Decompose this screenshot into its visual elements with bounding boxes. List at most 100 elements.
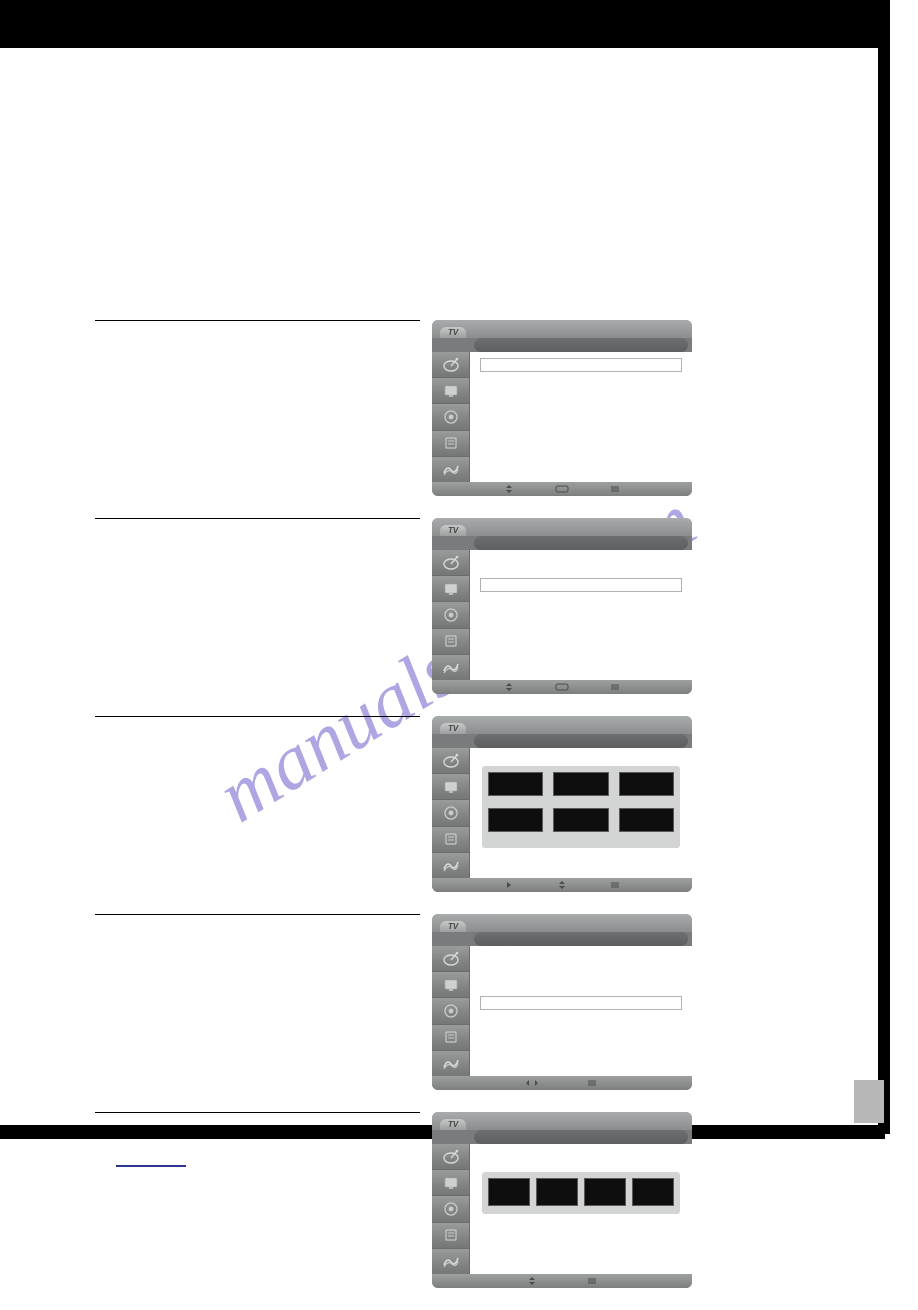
- highlighted-row[interactable]: [480, 578, 682, 592]
- section-1-text: [95, 320, 420, 470]
- wave-icon[interactable]: [432, 457, 470, 482]
- right-border-bar: [878, 0, 890, 1134]
- right-hint-icon: [502, 881, 516, 889]
- section-5-text: [95, 1112, 420, 1262]
- enter-hint-icon: [555, 485, 569, 493]
- left-right-hint-icon: [525, 1079, 539, 1087]
- tv-tab: TV: [440, 921, 466, 932]
- dish-icon[interactable]: [432, 946, 470, 972]
- section-5: TV: [95, 1112, 695, 1300]
- speaker-icon[interactable]: [432, 800, 470, 826]
- wave-icon[interactable]: [432, 655, 470, 680]
- dish-icon[interactable]: [432, 352, 470, 378]
- tv-dialog-4: TV: [432, 914, 692, 1090]
- tv-tab: TV: [440, 327, 466, 338]
- highlighted-row[interactable]: [480, 996, 682, 1010]
- dialog-icon-column: [432, 550, 470, 680]
- section-2-text: [95, 518, 420, 668]
- tv-dialog-2: TV: [432, 518, 692, 694]
- dialog-header: TV: [432, 1112, 692, 1130]
- dialog-panel: [470, 1144, 692, 1274]
- enter-hint-icon: [555, 683, 569, 691]
- monitor-icon[interactable]: [432, 378, 470, 404]
- dialog-icon-column: [432, 352, 470, 482]
- dialog-header: TV: [432, 518, 692, 536]
- wave-icon[interactable]: [432, 853, 470, 878]
- page-edge-tab: [854, 1080, 884, 1123]
- speaker-icon[interactable]: [432, 1196, 470, 1222]
- thumbnail-grid-panel: [482, 766, 680, 848]
- up-down-hint-icon: [502, 683, 516, 691]
- dialog-icon-column: [432, 748, 470, 878]
- thumbnail-cell[interactable]: [488, 808, 543, 832]
- dialog-title-bar: [474, 932, 688, 946]
- wave-icon[interactable]: [432, 1249, 470, 1274]
- section-4-text: [95, 914, 420, 1064]
- settings-icon[interactable]: [432, 1025, 470, 1051]
- tv-dialog-5: TV: [432, 1112, 692, 1288]
- settings-icon[interactable]: [432, 431, 470, 457]
- thumbnail-cell[interactable]: [536, 1178, 578, 1206]
- tv-tab: TV: [440, 525, 466, 536]
- dialog-header: TV: [432, 716, 692, 734]
- menu-hint-icon: [608, 485, 622, 493]
- settings-icon[interactable]: [432, 1223, 470, 1249]
- wave-icon[interactable]: [432, 1051, 470, 1076]
- settings-icon[interactable]: [432, 629, 470, 655]
- section-2: TV: [95, 518, 695, 706]
- speaker-icon[interactable]: [432, 602, 470, 628]
- menu-hint-icon: [585, 1277, 599, 1285]
- thumbnail-cell[interactable]: [584, 1178, 626, 1206]
- speaker-icon[interactable]: [432, 998, 470, 1024]
- content-area: TV: [95, 320, 695, 1310]
- dialog-panel: [470, 748, 692, 878]
- speaker-icon[interactable]: [432, 404, 470, 430]
- dialog-panel: [470, 946, 692, 1076]
- dish-icon[interactable]: [432, 1144, 470, 1170]
- section-1: TV: [95, 320, 695, 508]
- dialog-footer: [432, 482, 692, 496]
- thumbnail-cell[interactable]: [553, 808, 608, 832]
- dialog-icon-column: [432, 1144, 470, 1274]
- tv-tab: TV: [440, 723, 466, 734]
- dialog-header: TV: [432, 320, 692, 338]
- thumbnail-cell[interactable]: [488, 772, 543, 796]
- dialog-footer: [432, 1274, 692, 1288]
- dialog-panel: [470, 352, 692, 482]
- section-3-text: [95, 716, 420, 866]
- tv-dialog-3: TV: [432, 716, 692, 892]
- section-3: TV: [95, 716, 695, 904]
- dish-icon[interactable]: [432, 748, 470, 774]
- monitor-icon[interactable]: [432, 576, 470, 602]
- dialog-footer: [432, 1076, 692, 1090]
- dialog-title-bar: [474, 536, 688, 550]
- thumbnail-cell[interactable]: [488, 1178, 530, 1206]
- thumbnail-cell[interactable]: [619, 772, 674, 796]
- dialog-title-bar: [474, 1130, 688, 1144]
- menu-hint-icon: [608, 881, 622, 889]
- dialog-header: TV: [432, 914, 692, 932]
- thumbnail-row-panel: [482, 1172, 680, 1214]
- section-4: TV: [95, 914, 695, 1102]
- dialog-icon-column: [432, 946, 470, 1076]
- menu-hint-icon: [585, 1079, 599, 1087]
- dialog-footer: [432, 878, 692, 892]
- monitor-icon[interactable]: [432, 774, 470, 800]
- monitor-icon[interactable]: [432, 972, 470, 998]
- top-border-bar: [0, 0, 885, 48]
- tv-dialog-1: TV: [432, 320, 692, 496]
- up-down-hint-icon: [502, 485, 516, 493]
- settings-icon[interactable]: [432, 827, 470, 853]
- monitor-icon[interactable]: [432, 1170, 470, 1196]
- thumbnail-cell[interactable]: [553, 772, 608, 796]
- dialog-footer: [432, 680, 692, 694]
- dish-icon[interactable]: [432, 550, 470, 576]
- thumbnail-cell[interactable]: [632, 1178, 674, 1206]
- up-down-hint-icon: [555, 881, 569, 889]
- thumbnail-cell[interactable]: [619, 808, 674, 832]
- up-down-hint-icon: [525, 1277, 539, 1285]
- dialog-panel: [470, 550, 692, 680]
- highlighted-row[interactable]: [480, 358, 682, 372]
- dialog-title-bar: [474, 734, 688, 748]
- dialog-title-bar: [474, 338, 688, 352]
